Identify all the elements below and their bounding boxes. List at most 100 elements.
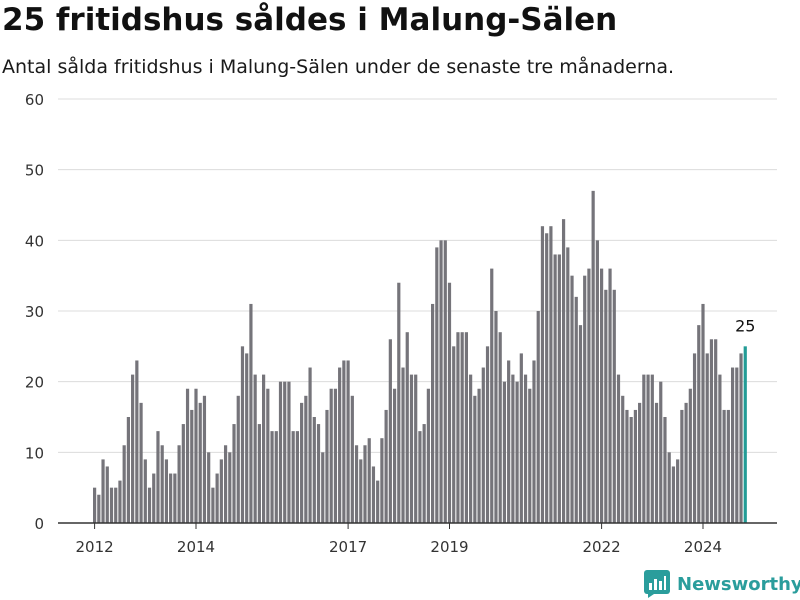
bar <box>304 395 308 523</box>
bar <box>553 254 557 523</box>
bar <box>540 226 545 523</box>
bar <box>354 445 359 523</box>
bar <box>574 296 578 523</box>
bar <box>697 325 701 523</box>
bar <box>452 346 456 523</box>
bar <box>283 381 287 523</box>
bar <box>735 367 739 523</box>
bar <box>278 381 283 523</box>
bar <box>300 402 304 523</box>
bar <box>397 282 401 523</box>
bar <box>739 353 743 523</box>
bar <box>557 254 561 523</box>
bar <box>177 445 181 523</box>
bar <box>359 459 363 523</box>
bar <box>718 374 722 523</box>
bar <box>105 466 109 523</box>
bar <box>443 240 447 524</box>
bar <box>380 438 384 523</box>
bar <box>97 494 101 523</box>
x-tick-label: 2017 <box>329 538 367 556</box>
bar <box>173 473 177 523</box>
bar <box>663 417 667 523</box>
bar <box>595 240 599 524</box>
bar-chart: 0 10 20 30 40 50 60 2012 2014 2017 2019 2022 2024 25 <box>25 91 777 556</box>
bar <box>485 346 490 523</box>
bar <box>629 417 633 523</box>
newsworthy-logo-icon <box>644 570 670 598</box>
highlight-bar <box>743 346 747 523</box>
bar <box>502 381 507 523</box>
bar <box>464 332 468 523</box>
bar <box>325 409 329 523</box>
bar <box>612 289 616 523</box>
bar <box>583 275 587 523</box>
y-tick-label: 50 <box>25 162 44 180</box>
bar <box>570 275 574 523</box>
bar <box>439 240 443 524</box>
bar <box>409 374 414 523</box>
bar <box>426 388 430 523</box>
brand-name: Newsworthy <box>677 573 800 595</box>
chart-title: 25 fritidshus såldes i Malung-Sälen <box>2 2 618 38</box>
y-tick-label: 10 <box>25 444 44 462</box>
bar <box>511 374 515 523</box>
bar <box>316 424 321 523</box>
bar <box>367 438 371 523</box>
bar <box>346 360 350 523</box>
bar <box>692 353 697 523</box>
bar <box>456 332 460 523</box>
x-tick-label: 2012 <box>76 538 114 556</box>
bar <box>561 219 566 523</box>
bar <box>616 374 621 523</box>
bar <box>287 381 291 523</box>
bar <box>447 282 452 523</box>
bar <box>156 431 160 523</box>
bar <box>329 388 333 523</box>
bar <box>654 402 659 523</box>
bar <box>604 289 608 523</box>
bar <box>245 353 249 523</box>
bar <box>135 360 139 523</box>
bar <box>608 268 612 523</box>
bar <box>114 487 118 523</box>
bar <box>147 487 152 523</box>
y-tick-label: 30 <box>25 303 44 321</box>
bar <box>236 395 240 523</box>
bar <box>228 452 232 523</box>
bar <box>532 360 536 523</box>
bar <box>401 367 405 523</box>
bar <box>431 303 435 523</box>
bar <box>473 395 477 523</box>
bar <box>350 395 354 523</box>
bar <box>164 459 169 523</box>
bar <box>587 268 591 523</box>
bar <box>371 466 376 523</box>
bar <box>646 374 650 523</box>
bar <box>714 339 718 523</box>
bar <box>152 473 156 523</box>
bar <box>578 325 583 523</box>
highlight-data-label: 25 <box>735 316 755 335</box>
bar <box>215 473 219 523</box>
bar <box>270 431 274 523</box>
bar <box>388 339 392 523</box>
bar <box>684 402 688 523</box>
bar <box>460 332 464 523</box>
bar <box>308 367 312 523</box>
bar <box>194 388 198 523</box>
bar <box>469 374 473 523</box>
bar <box>249 303 253 523</box>
bar <box>650 374 654 523</box>
x-tick-label: 2014 <box>177 538 215 556</box>
bar <box>591 190 595 523</box>
y-tick-label: 20 <box>25 374 44 392</box>
bar <box>477 388 481 523</box>
bar <box>642 374 646 523</box>
bar <box>659 381 663 523</box>
bar <box>118 480 122 523</box>
bar <box>223 445 228 523</box>
bar <box>418 431 422 523</box>
bar <box>414 374 418 523</box>
bar <box>405 332 409 523</box>
